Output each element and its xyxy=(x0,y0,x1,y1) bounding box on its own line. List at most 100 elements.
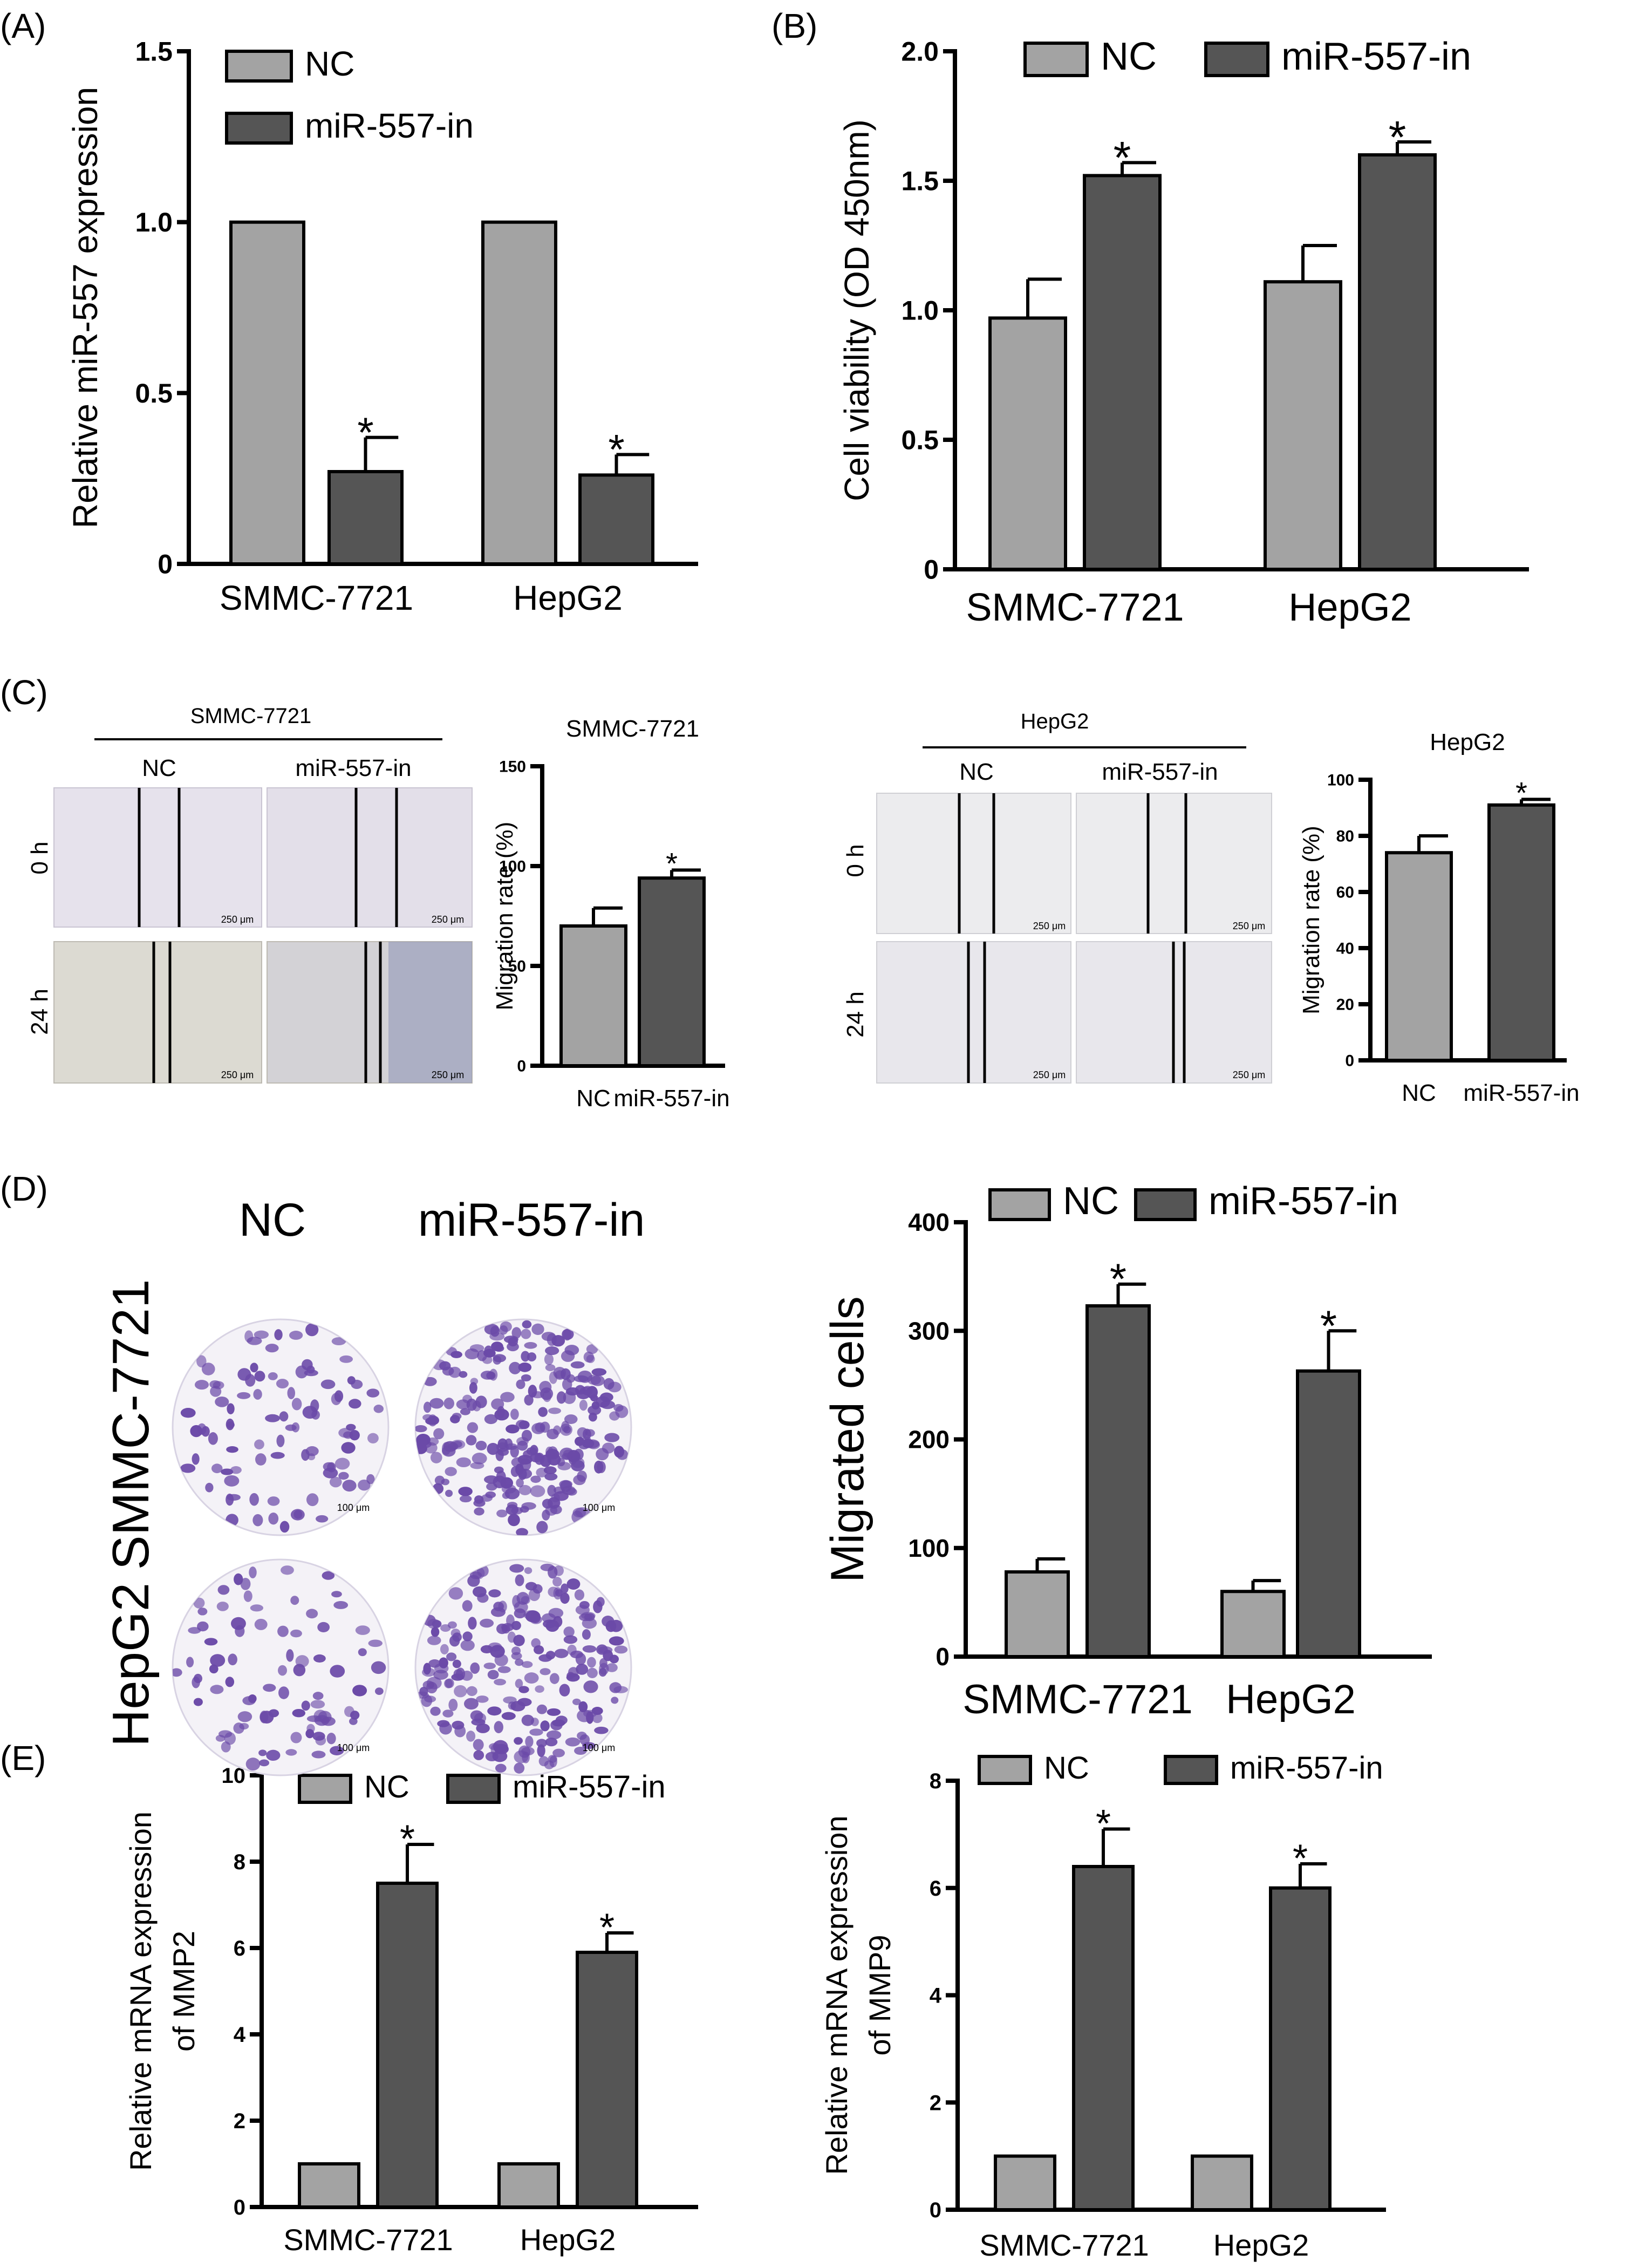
cell-dot xyxy=(521,1351,530,1362)
cell-dot xyxy=(452,1632,462,1642)
cell-dot xyxy=(579,1399,588,1411)
y-tick-label: 0 xyxy=(158,549,173,580)
y-axis-label: Migrated cells xyxy=(822,1296,873,1583)
cell-dot xyxy=(226,1493,234,1506)
cell-dot xyxy=(544,1353,554,1365)
cell-dot xyxy=(570,1361,585,1369)
cell-dot xyxy=(237,1368,251,1381)
cell-dot xyxy=(472,1586,487,1598)
y-axis-label: Cell viability (OD 450nm) xyxy=(837,119,876,501)
significance-marker: * xyxy=(1389,112,1406,162)
y-tick-label: 1.0 xyxy=(901,296,939,326)
cell-dot xyxy=(226,1418,235,1431)
wound-image-hepg2-nc-0h xyxy=(876,793,1071,934)
cell-dot xyxy=(415,1425,427,1433)
cell-dot xyxy=(450,1415,460,1424)
cell-dot xyxy=(584,1613,595,1622)
cell-dot xyxy=(586,1386,598,1399)
cell-dot xyxy=(514,1738,523,1745)
cell-dot xyxy=(544,1473,558,1481)
transwell-well-hepg2-mir xyxy=(414,1558,632,1776)
cell-dot xyxy=(582,1629,591,1640)
cell-dot xyxy=(459,1371,468,1378)
cell-dot xyxy=(586,1344,598,1354)
cell-dot xyxy=(524,1394,534,1406)
cell-dot xyxy=(285,1424,297,1431)
y-tick-label: 0 xyxy=(517,1058,526,1075)
cell-dot xyxy=(306,1715,322,1722)
cell-dot xyxy=(609,1411,620,1421)
cell-dot xyxy=(583,1709,597,1718)
chart-c-smmc: 0 50 100 150 Migration rate (%) SMMC-7721 * NC m… xyxy=(491,716,730,1112)
cell-dot xyxy=(452,1720,465,1730)
cell-dot xyxy=(415,1439,426,1449)
wound-row-24h-hepg2: 24 h xyxy=(842,991,869,1038)
cell-dot xyxy=(473,1750,484,1760)
cell-dot xyxy=(445,1489,453,1497)
cell-dot xyxy=(226,1446,238,1453)
cell-dot xyxy=(518,1362,532,1372)
cell-dot xyxy=(530,1475,541,1483)
cell-dot xyxy=(524,1672,539,1684)
bar xyxy=(497,2162,560,2209)
scale-bar-label: 100 μm xyxy=(337,1502,370,1513)
cell-dot xyxy=(544,1760,555,1769)
cell-dot xyxy=(215,1396,229,1407)
cell-dot xyxy=(306,1609,318,1619)
legend-label: miR-557-in xyxy=(1208,1180,1398,1223)
y-tick-label: 40 xyxy=(1336,940,1354,958)
cell-dot xyxy=(521,1374,531,1382)
y-tick-label: 8 xyxy=(930,1769,941,1793)
cell-dot xyxy=(524,1567,532,1574)
wound-image-smmc-mir-0h xyxy=(267,787,473,928)
cell-dot xyxy=(494,1345,504,1352)
cell-dot xyxy=(506,1424,520,1434)
cell-dot xyxy=(571,1457,585,1468)
cell-dot xyxy=(534,1645,544,1654)
cell-dot xyxy=(259,1759,270,1767)
cell-dot xyxy=(237,1711,252,1722)
legend-label: NC xyxy=(1044,1751,1089,1786)
cell-dot xyxy=(545,1346,559,1356)
cell-dot xyxy=(588,1405,602,1415)
cell-dot xyxy=(562,1378,572,1391)
cell-dot xyxy=(368,1639,383,1647)
cell-dot xyxy=(343,1431,353,1439)
cell-dot xyxy=(459,1495,472,1503)
cell-dot xyxy=(228,1653,237,1666)
cell-dot xyxy=(358,1479,371,1491)
cell-dot xyxy=(367,1433,379,1443)
cell-dot xyxy=(500,1392,515,1402)
wound-header-hepg2: HepG2 xyxy=(1021,710,1089,733)
cell-dot xyxy=(330,1746,344,1755)
cell-dot xyxy=(268,1372,278,1380)
cell-dot xyxy=(434,1475,445,1486)
cell-dot xyxy=(562,1486,576,1495)
cell-dot xyxy=(466,1731,476,1742)
cell-dot xyxy=(593,1460,604,1474)
cell-dot xyxy=(521,1329,531,1339)
cell-dot xyxy=(274,1329,283,1340)
cell-dot xyxy=(518,1686,529,1693)
cell-dot xyxy=(572,1698,581,1705)
cell-dot xyxy=(509,1361,521,1374)
cell-dot xyxy=(473,1739,484,1751)
cell-dot xyxy=(562,1329,574,1340)
cell-dot xyxy=(186,1657,194,1667)
cell-dot xyxy=(501,1712,516,1720)
cell-dot xyxy=(316,1515,329,1523)
y-axis-label: Relative mRNA expression xyxy=(820,1815,854,2175)
cell-dot xyxy=(493,1475,507,1489)
bar xyxy=(327,470,404,566)
cell-dot xyxy=(258,1749,267,1756)
cell-dot xyxy=(585,1439,600,1448)
cell-dot xyxy=(490,1743,500,1756)
y-tick-label: 4 xyxy=(234,2023,246,2047)
cell-dot xyxy=(242,1696,256,1705)
cell-dot xyxy=(613,1686,628,1693)
x-tick-label: SMMC-7721 xyxy=(283,2223,453,2257)
cell-dot xyxy=(522,1320,532,1329)
cell-dot xyxy=(423,1663,431,1675)
bar xyxy=(481,220,557,566)
cell-dot xyxy=(173,1668,182,1677)
